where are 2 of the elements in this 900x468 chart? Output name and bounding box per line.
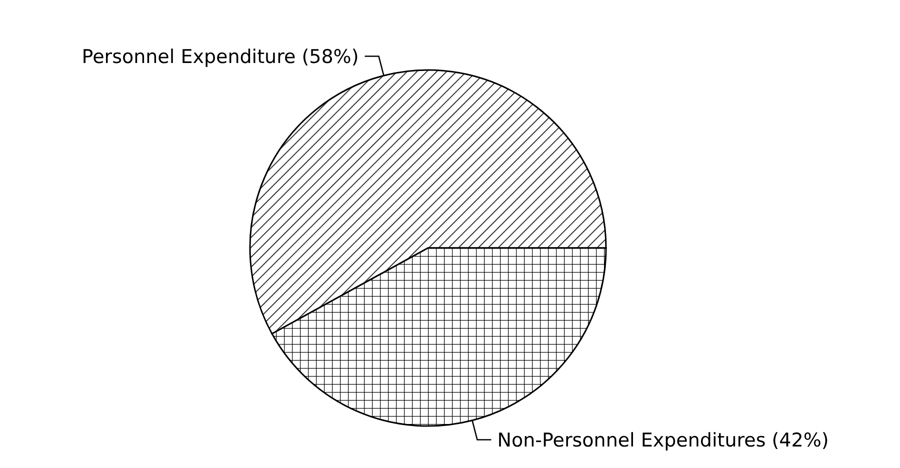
slice-label: Personnel Expenditure (58%) [82, 46, 359, 68]
slice-label: Non-Personnel Expenditures (42%) [497, 429, 829, 452]
